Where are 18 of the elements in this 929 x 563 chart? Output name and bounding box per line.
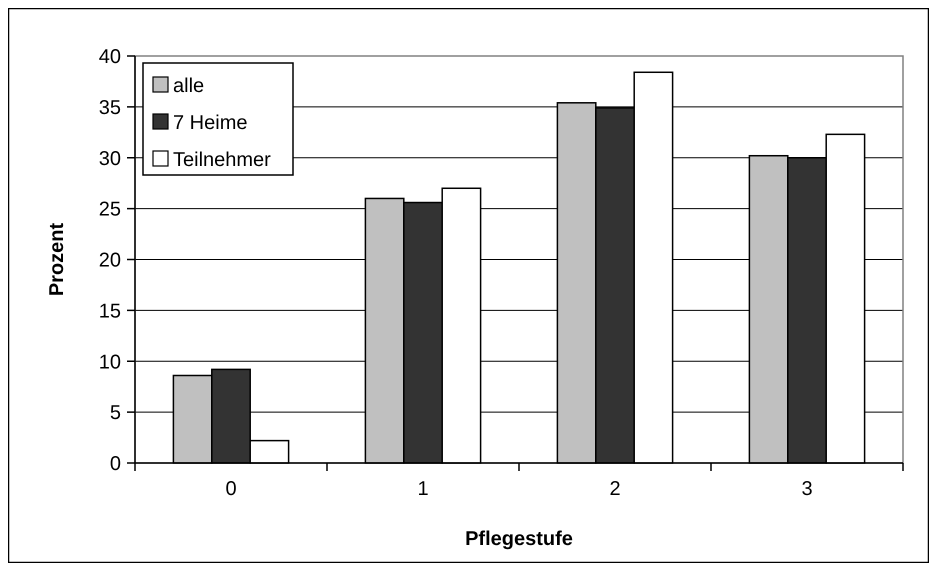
y-tick-label: 35 [98,96,121,119]
legend-label: alle [173,75,204,97]
y-tick-label: 5 [110,402,121,424]
y-tick-label: 30 [98,148,121,170]
y-tick-label: 0 [110,453,121,475]
y-tick-label: 10 [98,351,121,374]
x-tick-label: 0 [225,478,237,500]
y-tick-label: 25 [98,198,121,221]
x-tick-label: 2 [609,478,621,500]
legend-label: 7 Heime [173,112,248,134]
x-axis-title: Pflegestufe [465,528,573,550]
x-tick-label: 1 [417,478,429,500]
y-tick-label: 15 [98,300,121,322]
legend-label: Teilnehmer [173,149,272,171]
y-tick-label: 40 [98,46,121,68]
y-tick-label: 20 [98,250,121,272]
x-tick-label: 3 [801,478,813,500]
y-axis-title: Prozent [46,222,68,296]
